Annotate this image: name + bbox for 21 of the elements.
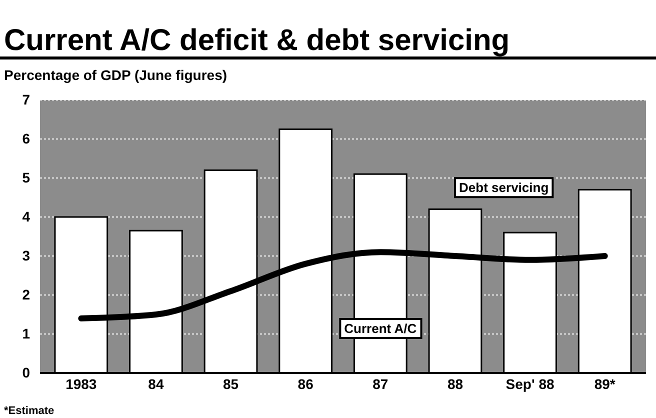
y-tick-label: 4 — [22, 208, 30, 224]
x-tick-label: 1983 — [66, 376, 97, 392]
x-tick-label: 84 — [148, 376, 164, 392]
text: Debt servicing — [459, 180, 549, 196]
y-tick-label: 3 — [22, 247, 30, 264]
y-tick-label: 0 — [22, 364, 30, 380]
y-tick-label: 2 — [22, 286, 30, 302]
x-tick-label: 87 — [372, 376, 388, 392]
chart-title: Current A/C deficit & debt servicing — [4, 24, 510, 57]
x-tick-label: Sep' 88 — [506, 376, 554, 392]
y-tick-label: 1 — [22, 325, 30, 342]
series-label: Current A/C — [344, 321, 418, 336]
y-tick-label: 6 — [22, 130, 30, 146]
y-tick-label: 7 — [22, 91, 30, 108]
x-tick-label: 86 — [298, 376, 314, 392]
y-tick-label: 5 — [22, 169, 30, 186]
x-tick-label: 88 — [447, 376, 464, 392]
chart-subtitle: Percentage of GDP (June figures) — [4, 67, 228, 83]
text: *Estimate — [4, 405, 54, 417]
x-tick-label: 89* — [594, 376, 616, 392]
x-tick-label: 85 — [222, 376, 239, 392]
